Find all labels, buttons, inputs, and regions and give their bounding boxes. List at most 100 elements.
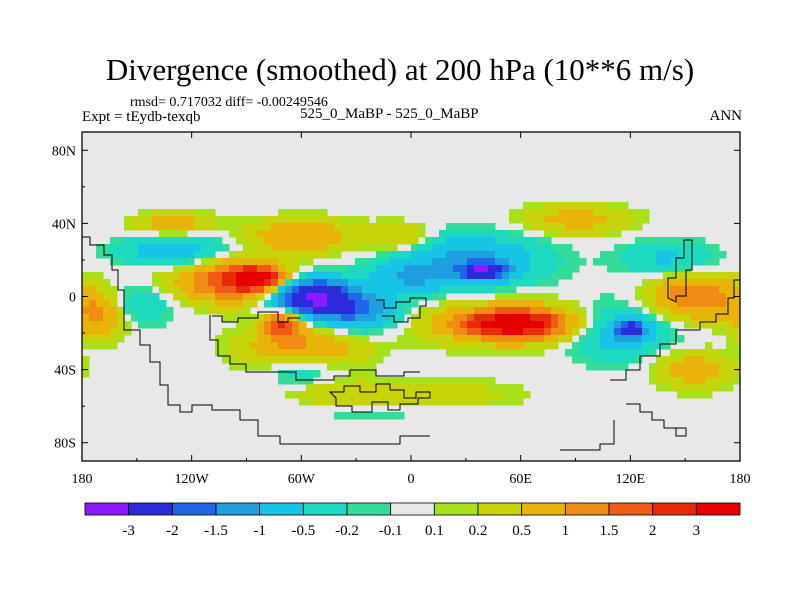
field-cell xyxy=(453,335,461,343)
field-cell xyxy=(243,230,251,238)
field-cell xyxy=(453,328,461,336)
field-cell xyxy=(362,293,370,301)
field-cell xyxy=(460,349,468,357)
field-cell xyxy=(579,356,587,364)
field-cell xyxy=(439,286,447,294)
field-cell xyxy=(82,272,90,280)
field-cell xyxy=(509,286,517,294)
field-cell xyxy=(516,258,524,266)
field-cell xyxy=(152,293,160,301)
field-cell xyxy=(390,244,398,252)
field-cell xyxy=(495,244,503,252)
field-cell xyxy=(733,328,740,336)
field-cell xyxy=(341,279,349,287)
field-cell xyxy=(607,251,615,259)
field-cell xyxy=(663,237,671,245)
field-cell xyxy=(208,251,216,259)
field-cell xyxy=(418,286,426,294)
field-cell xyxy=(243,328,251,336)
field-cell xyxy=(565,202,573,210)
field-cell xyxy=(523,202,531,210)
field-cell xyxy=(376,272,384,280)
field-cell xyxy=(705,300,713,308)
x-tick-label: 120W xyxy=(175,472,210,487)
field-cell xyxy=(89,279,97,287)
field-cell xyxy=(516,398,524,406)
field-cell xyxy=(320,342,328,350)
field-cell xyxy=(334,335,342,343)
field-cell xyxy=(390,230,398,238)
field-cell xyxy=(362,356,370,364)
field-cell xyxy=(411,279,419,287)
field-cell xyxy=(187,300,195,308)
field-cell xyxy=(460,286,468,294)
field-cell xyxy=(152,209,160,217)
field-cell xyxy=(572,230,580,238)
field-cell xyxy=(481,251,489,259)
field-cell xyxy=(341,356,349,364)
field-cell xyxy=(327,230,335,238)
field-cell xyxy=(264,230,272,238)
field-cell xyxy=(159,321,167,329)
field-cell xyxy=(89,335,97,343)
field-cell xyxy=(418,272,426,280)
field-cell xyxy=(292,335,300,343)
case-label: 525_0_MaBP - 525_0_MaBP xyxy=(300,106,479,122)
field-cell xyxy=(369,307,377,315)
field-cell xyxy=(698,286,706,294)
field-cell xyxy=(446,377,454,385)
field-cell xyxy=(474,398,482,406)
field-cell xyxy=(488,244,496,252)
field-cell xyxy=(166,209,174,217)
field-cell xyxy=(495,335,503,343)
field-cell xyxy=(152,307,160,315)
field-cell xyxy=(257,265,265,273)
field-cell xyxy=(369,293,377,301)
field-cell xyxy=(509,335,517,343)
field-cell xyxy=(355,377,363,385)
field-cell xyxy=(565,328,573,336)
field-cell xyxy=(684,251,692,259)
field-cell xyxy=(355,321,363,329)
field-cell xyxy=(593,209,601,217)
field-cell xyxy=(411,384,419,392)
field-cell xyxy=(488,314,496,322)
field-cell xyxy=(131,286,139,294)
field-cell xyxy=(166,258,174,266)
field-cell xyxy=(299,272,307,280)
field-cell xyxy=(327,384,335,392)
field-cell xyxy=(572,202,580,210)
field-cell xyxy=(579,349,587,357)
field-cell xyxy=(635,356,643,364)
field-cell xyxy=(453,279,461,287)
field-cell xyxy=(565,258,573,266)
field-cell xyxy=(222,314,230,322)
field-cell xyxy=(306,209,314,217)
field-cell xyxy=(544,216,552,224)
field-cell xyxy=(600,258,608,266)
field-cell xyxy=(446,223,454,231)
field-cell xyxy=(467,244,475,252)
colorbar: -3 -2 -1.5 -1 -0.5 -0.2 -0.1 0.1 0.2 0.5 1 1.5 2 3 xyxy=(84,502,741,539)
field-cell xyxy=(670,237,678,245)
field-cell xyxy=(460,377,468,385)
field-cell xyxy=(299,258,307,266)
field-cell xyxy=(201,272,209,280)
field-cell xyxy=(614,244,622,252)
field-cell xyxy=(313,223,321,231)
field-cell xyxy=(551,307,559,315)
field-cell xyxy=(243,244,251,252)
field-cell xyxy=(229,328,237,336)
field-cell xyxy=(656,293,664,301)
field-cell xyxy=(551,279,559,287)
field-cell xyxy=(348,307,356,315)
field-cell xyxy=(719,349,727,357)
field-cell xyxy=(516,314,524,322)
field-cell xyxy=(621,216,629,224)
field-cell xyxy=(131,300,139,308)
field-cell xyxy=(733,279,740,287)
field-cell xyxy=(285,356,293,364)
field-cell xyxy=(194,272,202,280)
field-cell xyxy=(551,202,559,210)
